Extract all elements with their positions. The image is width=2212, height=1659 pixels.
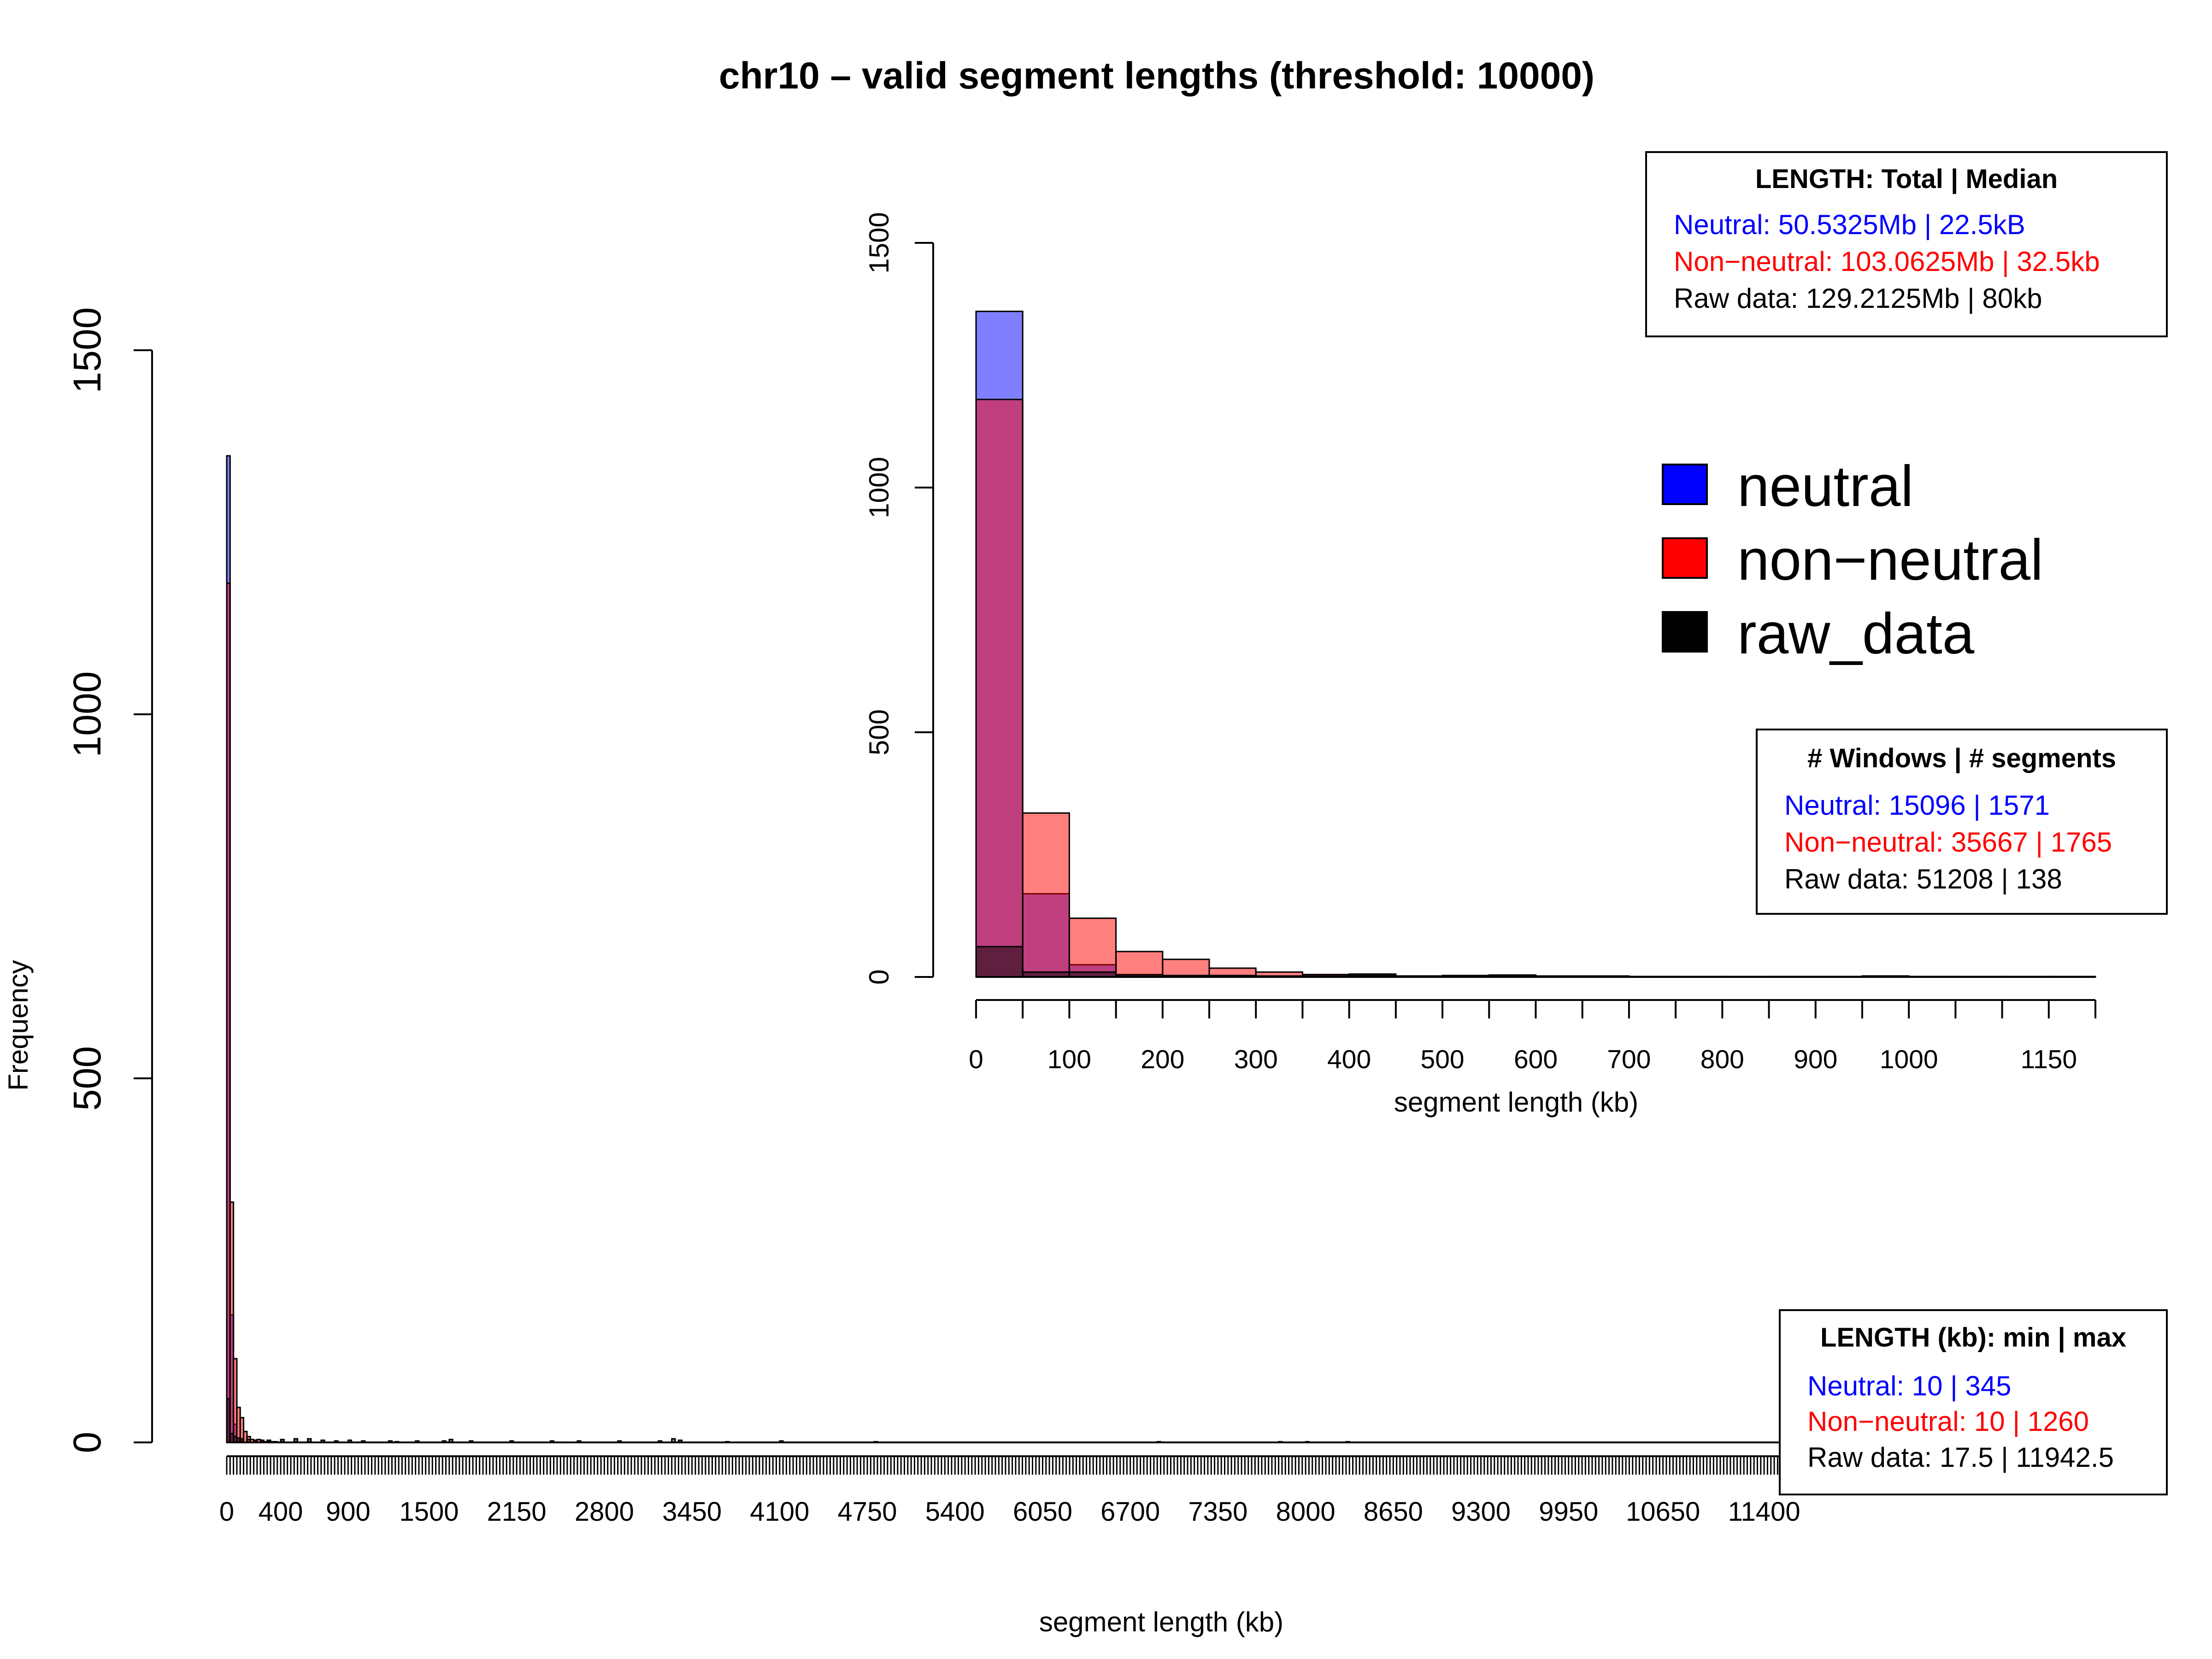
x-tick-label: 2800 xyxy=(575,1497,634,1527)
x-tick-label: 600 xyxy=(1514,1045,1558,1074)
info-box-line: Non−neutral: 10 | 1260 xyxy=(1807,1406,2089,1437)
x-tick-label: 2150 xyxy=(487,1497,547,1527)
x-tick-label: 8000 xyxy=(1276,1497,1335,1527)
y-tick-label: 500 xyxy=(864,709,894,755)
series-non-neutral xyxy=(975,399,1956,978)
legend-item: raw_data xyxy=(1662,602,1975,666)
x-tick-label: 200 xyxy=(1141,1045,1184,1074)
info-boxes: LENGTH: Total | Median Neutral: 50.5325Mb… xyxy=(1645,151,2168,1495)
legend: neutral non−neutral raw_data xyxy=(1662,454,2043,666)
info-box-line: Raw data: 17.5 | 11942.5 xyxy=(1807,1442,2114,1473)
bar-non-neutral xyxy=(1115,951,1164,978)
legend-item: non−neutral xyxy=(1662,528,2043,592)
x-tick-label: 700 xyxy=(1607,1045,1651,1074)
info-box-frame xyxy=(1756,729,2168,915)
info-box-windows-segments: # Windows | # segments Neutral: 15096 | 1… xyxy=(1756,729,2168,915)
x-tick-label: 1150 xyxy=(2021,1045,2077,1074)
x-tick-label: 0 xyxy=(969,1045,983,1074)
info-box-line: Non−neutral: 35667 | 1765 xyxy=(1784,827,2112,858)
y-axis: 0 500 1000 1500 xyxy=(864,212,934,985)
chart-title: chr10 – valid segment lengths (threshold… xyxy=(719,55,1594,97)
x-tick-label: 800 xyxy=(1700,1045,1744,1074)
info-box-length-total-median: LENGTH: Total | Median Neutral: 50.5325Mb… xyxy=(1645,151,2168,337)
x-tick-label: 10650 xyxy=(1626,1497,1700,1527)
x-axis: 0 400 900 1500 2150 2800 3450 4100 4750 5400 6050 6… xyxy=(219,1455,1913,1527)
x-tick-label: 6700 xyxy=(1100,1497,1160,1527)
bar-non-neutral xyxy=(975,399,1024,978)
bar-non-neutral xyxy=(1022,812,1070,978)
legend-label: non−neutral xyxy=(1737,528,2043,592)
info-box-line: Non−neutral: 103.0625Mb | 32.5kb xyxy=(1674,246,2100,277)
x-tick-label: 300 xyxy=(1234,1045,1278,1074)
info-box-length-min-max: LENGTH (kb): min | max Neutral: 10 | 345 N… xyxy=(1779,1309,2168,1495)
x-axis-title: segment length (kb) xyxy=(1394,1087,1638,1118)
y-tick-label: 1000 xyxy=(65,671,109,758)
x-tick-label: 400 xyxy=(259,1497,303,1527)
legend-swatch xyxy=(1662,537,1708,579)
x-tick-label: 8650 xyxy=(1364,1497,1423,1527)
y-tick-label: 500 xyxy=(65,1046,109,1111)
info-box-line: Neutral: 15096 | 1571 xyxy=(1784,790,2050,821)
x-tick-label: 4100 xyxy=(750,1497,809,1527)
info-box-frame xyxy=(1645,151,2168,337)
legend-label: raw_data xyxy=(1737,602,1975,666)
x-tick-label: 5400 xyxy=(925,1497,985,1527)
legend-item: neutral xyxy=(1662,454,1913,518)
info-box-line: Raw data: 51208 | 138 xyxy=(1784,864,2062,894)
x-tick-label: 900 xyxy=(1794,1045,1837,1074)
x-tick-label: 3450 xyxy=(662,1497,722,1527)
legend-swatch xyxy=(1662,611,1708,653)
y-tick-label: 0 xyxy=(65,1432,109,1453)
y-axis: 0 500 1000 1500 xyxy=(65,307,153,1453)
y-tick-label: 1500 xyxy=(65,307,109,394)
y-tick-label: 0 xyxy=(864,969,894,984)
x-tick-label: 9300 xyxy=(1451,1497,1511,1527)
info-box-title: LENGTH: Total | Median xyxy=(1755,164,2058,194)
info-box-line: Neutral: 10 | 345 xyxy=(1807,1371,2012,1401)
x-tick-label: 9950 xyxy=(1539,1497,1598,1527)
x-tick-label: 400 xyxy=(1327,1045,1371,1074)
x-tick-label: 6050 xyxy=(1013,1497,1072,1527)
x-tick-label: 11400 xyxy=(1728,1497,1800,1527)
x-tick-label: 4750 xyxy=(838,1497,897,1527)
x-axis-title: segment length (kb) xyxy=(1039,1606,1283,1637)
bar-non-neutral xyxy=(1068,918,1117,978)
x-tick-label: 100 xyxy=(1047,1045,1091,1074)
y-tick-label: 1000 xyxy=(864,457,894,518)
legend-label: neutral xyxy=(1737,454,1913,518)
bar-non-neutral xyxy=(1162,959,1210,978)
info-box-line: Neutral: 50.5325Mb | 22.5kB xyxy=(1674,209,2025,240)
x-tick-label: 0 xyxy=(219,1497,234,1527)
x-tick-label: 500 xyxy=(1421,1045,1465,1074)
x-tick-label: 900 xyxy=(326,1497,371,1527)
x-tick-label: 7350 xyxy=(1188,1497,1247,1527)
legend-swatch xyxy=(1662,464,1708,505)
info-box-frame xyxy=(1779,1309,2168,1495)
x-tick-label: 1000 xyxy=(1880,1045,1938,1074)
y-axis-title: Frequency xyxy=(3,960,34,1090)
info-box-title: # Windows | # segments xyxy=(1807,743,2116,773)
x-axis: 0 100 200 300 400 500 600 700 800 900 1000 1150 xyxy=(969,999,2096,1074)
info-box-title: LENGTH (kb): min | max xyxy=(1820,1323,2126,1353)
inset-histogram: 0 500 1000 1500 0 100 200 300 400 500 600 700 800 900… xyxy=(864,212,2096,1118)
y-tick-label: 1500 xyxy=(864,212,894,273)
bar-raw_data xyxy=(975,946,1024,978)
x-tick-label: 1500 xyxy=(399,1497,459,1527)
info-box-line: Raw data: 129.2125Mb | 80kb xyxy=(1674,283,2042,314)
